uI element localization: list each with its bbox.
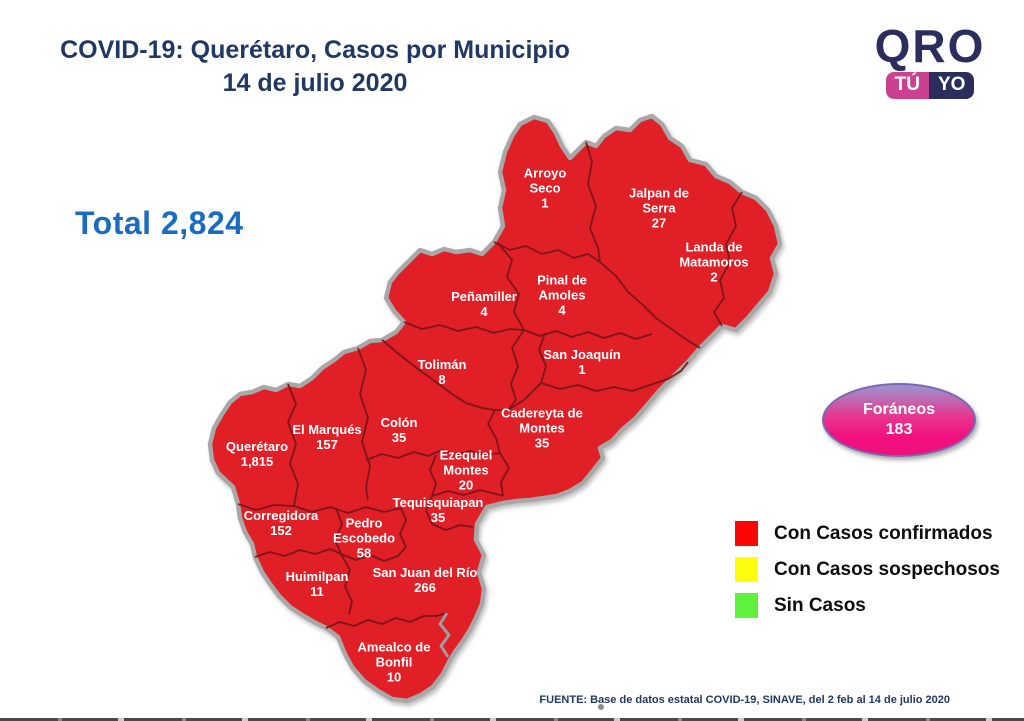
muni-cases: 58 [356, 545, 372, 561]
muni-name: Corregidora [243, 507, 319, 523]
bottom-edge-artifact [0, 718, 1024, 721]
muni-name: Jalpan de Serra [629, 185, 689, 216]
muni-label-pinal-de-amoles: Pinal de Amoles 4 [528, 272, 596, 317]
muni-name: El Marqués [292, 421, 362, 437]
legend-label: Sin Casos [774, 594, 866, 616]
page-title: COVID-19: Querétaro, Casos por Municipio… [35, 34, 595, 99]
green-swatch-icon [735, 593, 758, 618]
muni-cases: 4 [480, 304, 488, 319]
foraneos-value: 183 [885, 421, 913, 438]
page-title-line1: COVID-19: Querétaro, Casos por Municipio [60, 36, 570, 64]
qro-logo: QRO TÚ YO [860, 20, 1000, 100]
muni-name: Querétaro [225, 438, 289, 454]
muni-name: Amealco de Bonfil [357, 639, 431, 670]
muni-cases: 10 [386, 669, 402, 685]
muni-name: San Joaquín [543, 346, 621, 362]
muni-cases: 157 [316, 437, 338, 452]
muni-name: Landa de Matamoros [679, 239, 749, 270]
muni-label-jalpan-de-serra: Jalpan de Serra 27 [620, 185, 698, 230]
muni-cases: 11 [310, 584, 324, 599]
red-swatch-icon [735, 521, 758, 546]
muni-label-landa-de-matamoros: Landa de Matamoros 2 [668, 239, 760, 284]
qro-logo-tu: TÚ [885, 72, 929, 100]
muni-label-san-joaquin: San Joaquín 1 [526, 347, 638, 377]
muni-cases: 8 [438, 372, 446, 387]
muni-name: Ezequiel Montes [439, 447, 493, 478]
muni-cases: 2 [710, 269, 718, 285]
source-note: FUENTE: Base de datos estatal COVID-19, … [539, 694, 950, 706]
legend-row-confirmed: Con Casos confirmados [735, 521, 1005, 546]
muni-cases: 1,815 [240, 454, 274, 469]
page-title-line2: 14 de julio 2020 [222, 68, 408, 97]
muni-cases: 152 [270, 523, 292, 538]
muni-label-penamiller: Peñamiller 4 [432, 289, 536, 319]
muni-label-el-marques: El Marqués 157 [291, 422, 363, 452]
muni-cases: 266 [414, 580, 436, 595]
muni-name: San Juan del Río [372, 564, 478, 580]
muni-name: Arroyo Seco [523, 165, 567, 196]
amealco-sjr-gray-border [438, 612, 451, 658]
muni-cases: 20 [458, 477, 474, 493]
muni-label-colon: Colón 35 [357, 415, 441, 445]
muni-name: Huimilpan [285, 568, 349, 584]
muni-label-san-juan-del-rio: San Juan del Río 266 [350, 565, 500, 595]
stray-dot-artifact [598, 704, 604, 710]
muni-cases: 4 [558, 302, 566, 318]
legend-label: Con Casos confirmados [774, 522, 993, 544]
qro-logo-text: QRO [874, 20, 986, 72]
muni-name: Pinal de Amoles [537, 272, 587, 303]
muni-label-huimilpan: Huimilpan 11 [261, 569, 373, 599]
muni-name: Tequisquiapan [392, 494, 484, 510]
total-cases: Total 2,824 [75, 205, 244, 241]
foraneos-label: Foráneos [862, 401, 935, 418]
muni-label-toliman: Tolimán 8 [390, 357, 494, 387]
legend-row-suspected: Con Casos sospechosos [735, 557, 1005, 582]
muni-name: Cadereyta de Montes [501, 405, 583, 436]
muni-name: Tolimán [417, 356, 467, 372]
muni-cases: 35 [391, 430, 407, 445]
muni-label-queretaro: Querétaro 1,815 [201, 439, 313, 469]
muni-cases: 35 [430, 510, 446, 525]
foraneos-badge: Foráneos 183 [822, 383, 976, 457]
muni-label-amealco-de-bonfil: Amealco de Bonfil 10 [357, 639, 431, 684]
legend-label: Con Casos sospechosos [774, 558, 1000, 580]
qro-logo-tagline: TÚ YO [860, 72, 1000, 100]
muni-cases: 27 [651, 215, 667, 231]
muni-name: Colón [380, 414, 418, 430]
municipality-borders [237, 141, 743, 658]
muni-label-corregidora: Corregidora 152 [219, 508, 343, 538]
muni-label-tequisquiapan: Tequisquiapan 35 [372, 495, 504, 525]
muni-label-ezequiel-montes: Ezequiel Montes 20 [430, 447, 502, 492]
legend-row-no-cases: Sin Casos [735, 593, 1005, 618]
muni-label-arroyo-seco: Arroyo Seco 1 [516, 165, 574, 210]
yellow-swatch-icon [735, 557, 758, 582]
muni-name: Peñamiller [451, 288, 517, 304]
legend: Con Casos confirmados Con Casos sospecho… [735, 521, 1005, 629]
muni-cases: 1 [541, 195, 549, 211]
muni-cases: 35 [534, 435, 550, 451]
qro-logo-yo: YO [928, 72, 975, 100]
muni-cases: 1 [578, 362, 586, 377]
muni-name: Pedro Escobedo [332, 515, 396, 546]
muni-label-cadereyta-de-montes: Cadereyta de Montes 35 [489, 405, 595, 450]
muni-label-pedro-escobedo: Pedro Escobedo 58 [323, 515, 405, 560]
